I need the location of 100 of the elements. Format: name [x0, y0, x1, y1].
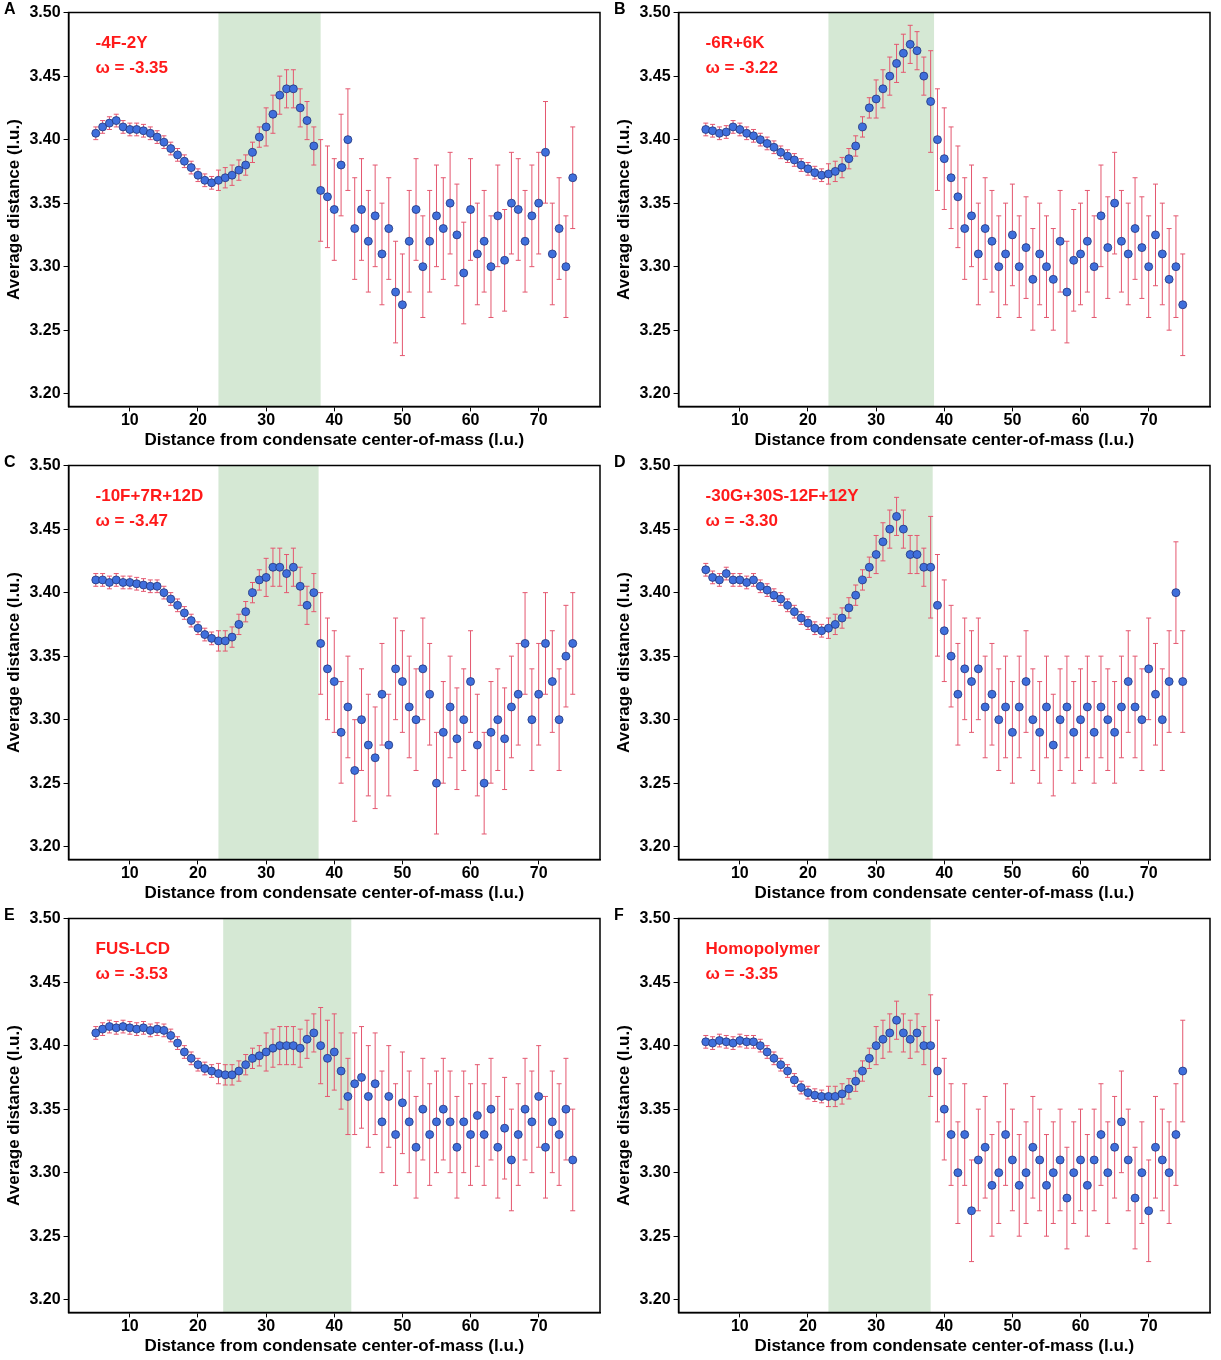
y-tick-label: 3.50	[29, 3, 61, 21]
annotation: -4F-2Y	[95, 32, 149, 52]
y-tick-label: 3.35	[29, 193, 61, 211]
x-tick-label: 30	[257, 1317, 276, 1335]
y-tick-label: 3.20	[29, 1290, 61, 1308]
y-tick-label: 3.45	[29, 972, 61, 990]
x-tick-label: 50	[1003, 411, 1022, 429]
y-tick-label: 3.20	[639, 1290, 671, 1308]
y-tick-label: 3.25	[29, 773, 61, 791]
annotation: ω = -3.22	[705, 57, 779, 77]
x-tick-label: 70	[1139, 864, 1158, 882]
y-tick-label: 3.50	[639, 3, 671, 21]
y-axis-title: Average distance (l.u.)	[3, 572, 23, 753]
y-tick-label: 3.45	[29, 519, 61, 537]
annotation: ω = -3.53	[95, 963, 169, 983]
x-tick-label: 20	[799, 411, 817, 429]
y-tick-label: 3.30	[29, 257, 61, 275]
y-tick-label: 3.50	[29, 909, 61, 927]
y-tick-label: 3.40	[639, 583, 671, 601]
x-tick-label: 10	[730, 1317, 749, 1335]
x-tick-label: 50	[393, 1317, 412, 1335]
y-tick-label: 3.35	[29, 1099, 61, 1117]
x-tick-label: 30	[867, 864, 886, 882]
y-tick-label: 3.30	[639, 257, 671, 275]
annotation: Homopolymer	[705, 938, 821, 958]
x-tick-label: 60	[1071, 411, 1090, 429]
x-axis-title: Distance from condensate center-of-mass (l.u.)	[754, 430, 1135, 450]
x-tick-label: 30	[867, 1317, 886, 1335]
y-tick-label: 3.40	[639, 130, 671, 148]
y-tick-label: 3.50	[29, 456, 61, 474]
x-tick-label: 60	[461, 1317, 480, 1335]
annotation: ω = -3.47	[95, 510, 169, 530]
x-axis-title: Distance from condensate center-of-mass (l.u.)	[754, 883, 1135, 903]
y-tick-label: 3.40	[29, 583, 61, 601]
x-tick-label: 70	[1139, 411, 1158, 429]
text: A	[4, 0, 16, 18]
x-tick-label: 40	[325, 411, 344, 429]
x-axis-title: Distance from condensate center-of-mass (l.u.)	[144, 1336, 525, 1356]
x-tick-label: 40	[325, 1317, 344, 1335]
x-tick-label: 50	[393, 864, 412, 882]
y-tick-label: 3.45	[639, 972, 671, 990]
x-axis-title: Distance from condensate center-of-mass (l.u.)	[144, 430, 525, 450]
text: B	[614, 0, 626, 18]
x-tick-label: 20	[799, 864, 817, 882]
annotation: FUS-LCD	[95, 938, 171, 958]
x-tick-label: 20	[799, 1317, 817, 1335]
x-tick-label: 40	[935, 864, 954, 882]
x-tick-label: 70	[529, 411, 548, 429]
y-tick-label: 3.30	[29, 710, 61, 728]
y-tick-label: 3.20	[29, 384, 61, 402]
y-tick-label: 3.40	[639, 1036, 671, 1054]
x-tick-label: 10	[730, 411, 749, 429]
x-tick-label: 10	[120, 864, 139, 882]
x-axis-title: Distance from condensate center-of-mass (l.u.)	[754, 1336, 1135, 1356]
y-tick-label: 3.30	[639, 710, 671, 728]
y-tick-label: 3.25	[639, 773, 671, 791]
y-axis-title: Average distance (l.u.)	[3, 119, 23, 300]
y-tick-label: 3.35	[639, 1099, 671, 1117]
y-tick-label: 3.30	[639, 1163, 671, 1181]
x-tick-label: 70	[529, 864, 548, 882]
y-tick-label: 3.25	[639, 320, 671, 338]
x-tick-label: 50	[1003, 1317, 1022, 1335]
y-tick-label: 3.50	[639, 456, 671, 474]
x-tick-label: 20	[189, 411, 207, 429]
x-tick-label: 40	[325, 864, 344, 882]
x-tick-label: 60	[461, 864, 480, 882]
y-tick-label: 3.20	[639, 384, 671, 402]
y-axis-title: Average distance (l.u.)	[3, 1025, 23, 1206]
x-tick-label: 70	[529, 1317, 548, 1335]
y-tick-label: 3.45	[639, 519, 671, 537]
x-tick-label: 70	[1139, 1317, 1158, 1335]
annotation: -30G+30S-12F+12Y	[705, 485, 860, 505]
y-axis-title: Average distance (l.u.)	[613, 119, 633, 300]
text: E	[4, 906, 15, 924]
text: D	[614, 453, 626, 471]
annotation: -10F+7R+12D	[95, 485, 204, 505]
x-tick-label: 50	[393, 411, 412, 429]
y-tick-label: 3.30	[29, 1163, 61, 1181]
x-tick-label: 50	[1003, 864, 1022, 882]
x-tick-label: 40	[935, 411, 954, 429]
text: C	[4, 453, 16, 471]
y-tick-label: 3.20	[639, 837, 671, 855]
y-tick-label: 3.40	[29, 130, 61, 148]
x-tick-label: 40	[935, 1317, 954, 1335]
x-tick-label: 10	[730, 864, 749, 882]
x-tick-label: 30	[257, 864, 276, 882]
y-tick-label: 3.45	[29, 66, 61, 84]
x-tick-label: 30	[257, 411, 276, 429]
text: F	[614, 906, 624, 924]
y-tick-label: 3.40	[29, 1036, 61, 1054]
x-tick-label: 60	[461, 411, 480, 429]
y-tick-label: 3.25	[29, 320, 61, 338]
annotation: ω = -3.35	[95, 57, 169, 77]
x-tick-label: 30	[867, 411, 886, 429]
y-axis-title: Average distance (l.u.)	[613, 572, 633, 753]
x-axis-title: Distance from condensate center-of-mass (l.u.)	[144, 883, 525, 903]
x-tick-label: 60	[1071, 1317, 1090, 1335]
y-tick-label: 3.45	[639, 66, 671, 84]
annotation: ω = -3.35	[705, 963, 779, 983]
x-tick-label: 20	[189, 864, 207, 882]
